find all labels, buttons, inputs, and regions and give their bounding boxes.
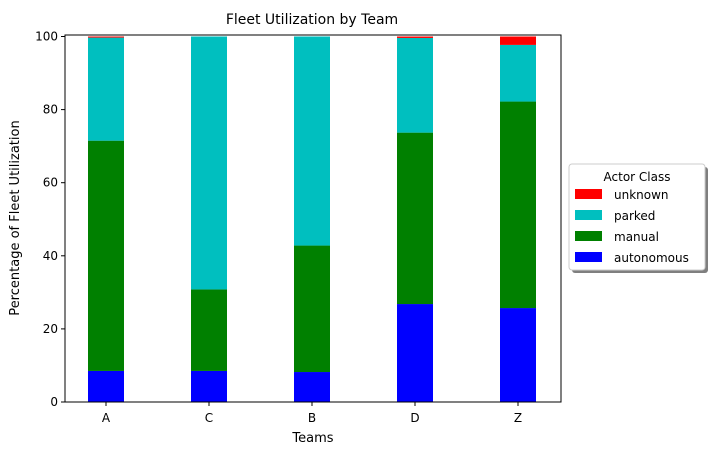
legend-box [568,163,706,271]
y-tick-label: 100 [35,30,58,44]
legend-swatch-unknown [575,189,602,199]
y-tick-label: 80 [43,103,58,117]
x-tick-label: Z [514,411,522,425]
x-axis-label: Teams [291,431,333,446]
bar-parked-B [294,36,330,246]
bar-manual-C [191,289,227,371]
y-tick-label: 60 [43,176,58,190]
y-tick-label: 40 [43,249,58,263]
legend-label-manual: manual [614,230,659,244]
bar-parked-A [88,37,124,141]
bar-parked-Z [500,44,536,102]
legend-swatch-autonomous [575,252,602,262]
legend-label-parked: parked [614,209,655,223]
x-tick-label: B [308,411,316,425]
bar-unknown-A [88,36,124,38]
bar-autonomous-D [397,304,433,402]
bar-autonomous-Z [500,308,536,402]
bar-autonomous-B [294,372,330,402]
bar-manual-Z [500,101,536,309]
bar-autonomous-C [191,370,227,402]
plot-frame [64,34,562,403]
bar-unknown-Z [500,36,536,45]
legend-label-autonomous: autonomous [614,251,689,265]
legend: Actor Class unknown parked manual autonomous [568,163,708,273]
bar-manual-D [397,132,433,305]
y-tick-label: 20 [43,322,58,336]
y-tick-label: 0 [50,395,58,409]
bar-manual-A [88,140,124,371]
legend-swatch-manual [575,231,602,241]
legend-label-unknown: unknown [614,188,669,202]
bar-parked-D [397,37,433,133]
bars-group [88,36,536,402]
y-axis: 0 20 40 60 80 100 [35,30,65,409]
legend-title: Actor Class [604,170,671,184]
y-axis-label: Percentage of Fleet Utilization [8,120,23,315]
bar-autonomous-A [88,370,124,402]
x-tick-label: D [410,411,419,425]
bar-manual-B [294,245,330,373]
bar-parked-C [191,36,227,290]
chart-title: Fleet Utilization by Team [226,12,398,28]
bar-unknown-D [397,36,433,38]
x-tick-label: C [205,411,213,425]
x-tick-label: A [102,411,111,425]
legend-swatch-parked [575,210,602,220]
